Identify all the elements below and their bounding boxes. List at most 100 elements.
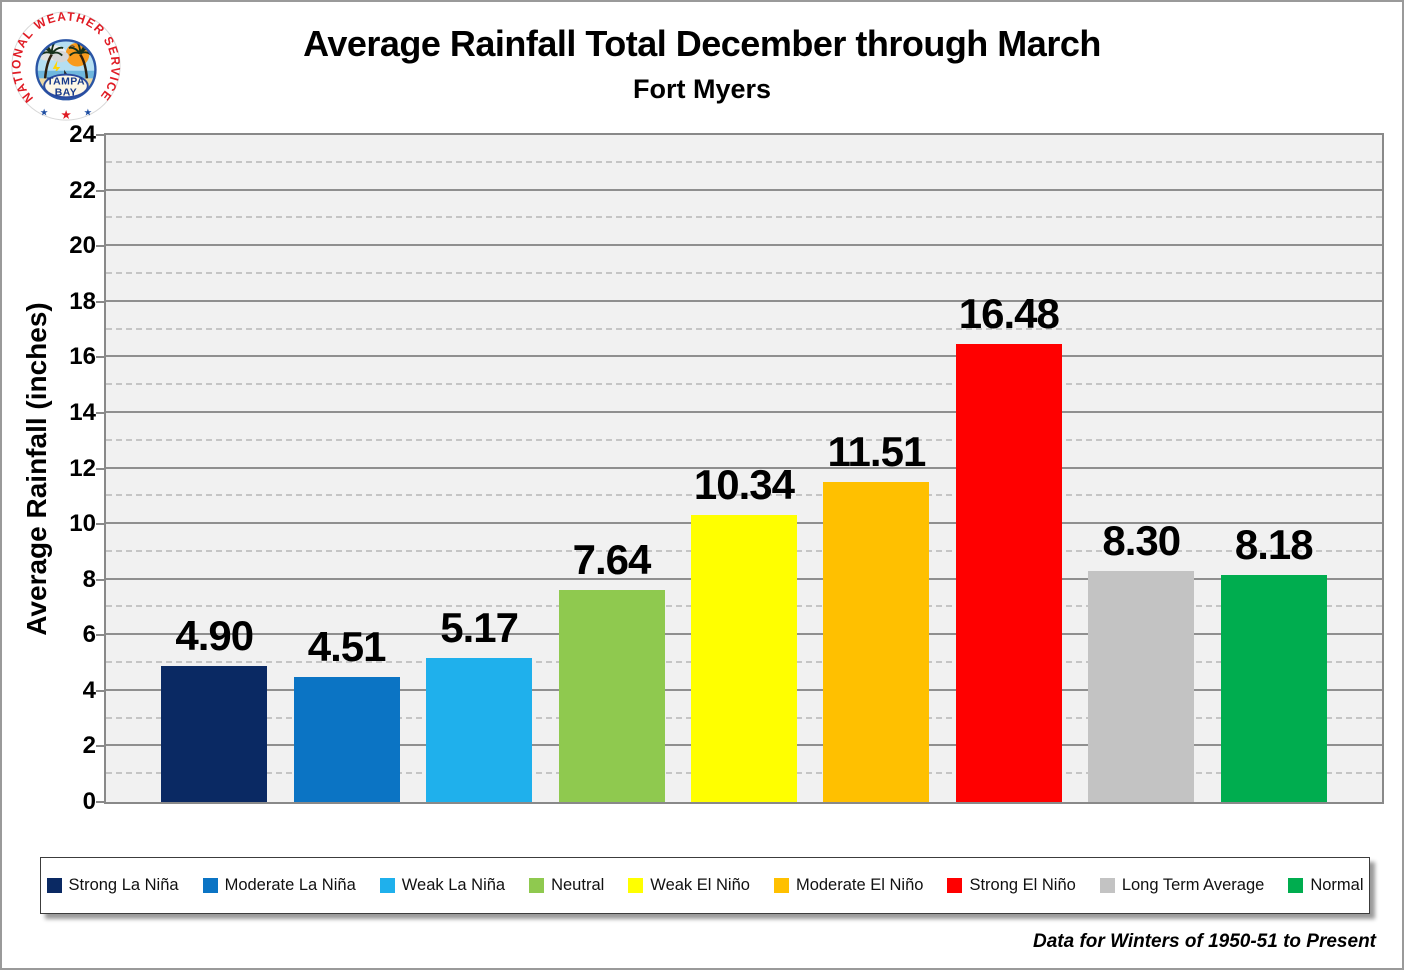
bar-value-label: 8.30 [1102, 517, 1181, 565]
bar-group: 7.64 [545, 135, 677, 802]
logo-city-line2: BAY [55, 87, 78, 98]
bar [691, 514, 797, 802]
bar-group: 8.30 [1075, 135, 1207, 802]
gridline [106, 327, 1382, 330]
y-axis-ticks: 0 2 4 6 8 10 12 14 16 18 20 22 24 [2, 123, 96, 814]
bar-value-label: 16.48 [958, 290, 1060, 337]
y-axis-tickmark [96, 356, 104, 359]
legend-label: Strong La Niña [68, 876, 179, 894]
legend-label: Normal [1310, 876, 1364, 894]
y-axis-tickmark [96, 745, 104, 748]
y-axis-tickmark [96, 300, 104, 303]
y-axis-tick-label: 2 [82, 732, 96, 760]
y-axis-tickmark [96, 467, 104, 470]
bar [558, 589, 665, 802]
y-axis-tick-label: 24 [69, 121, 96, 148]
y-axis-tickmark [96, 578, 104, 581]
legend-label: Neutral [551, 876, 605, 894]
lightning-icon [51, 60, 61, 78]
y-axis-tick-label: 20 [69, 232, 96, 260]
bar-group: 8.18 [1208, 135, 1340, 802]
bar-group: 4.51 [280, 135, 412, 802]
bar-value-label: 4.90 [175, 611, 254, 659]
legend-item: Strong La Niña [46, 876, 179, 895]
bar [955, 344, 1062, 802]
legend-swatch-icon [529, 878, 545, 893]
legend-label: Strong El Niño [969, 876, 1076, 894]
star-icon: ★ [60, 108, 71, 122]
gridline [106, 410, 1382, 413]
nws-tampa-bay-logo: NATIONAL WEATHER SERVICE [10, 9, 121, 122]
bar-group: 4.90 [148, 135, 280, 802]
legend-swatch-icon [773, 878, 789, 893]
legend-swatch-icon [1099, 878, 1115, 893]
gridline [106, 466, 1382, 469]
chart-title: Average Rainfall Total December through … [303, 23, 1101, 64]
legend-label: Weak El Niño [650, 876, 750, 894]
legend-swatch-icon [379, 878, 395, 893]
y-axis-tick-label: 6 [82, 621, 96, 649]
gridline [106, 355, 1382, 358]
y-axis-tickmark [96, 634, 104, 637]
y-axis-tickmark [96, 689, 104, 692]
bar [1220, 574, 1327, 802]
y-axis-tick-label: 10 [69, 510, 96, 538]
legend-item: Long Term Average [1099, 876, 1265, 895]
bar-value-label: 7.64 [572, 535, 652, 583]
bar [161, 665, 268, 802]
bar-value-label: 8.18 [1234, 520, 1314, 568]
bar-group: 11.51 [810, 135, 942, 802]
footer-note: Data for Winters of 1950-51 to Present [1033, 931, 1376, 952]
bar-group: 10.34 [678, 135, 810, 802]
y-axis-tickmark [96, 189, 104, 192]
gridline [106, 160, 1382, 163]
y-axis-tick-label: 18 [69, 287, 96, 315]
bar-value-label: 11.51 [827, 428, 927, 476]
y-axis-tick-label: 14 [69, 398, 96, 426]
legend-item: Normal [1288, 876, 1364, 895]
star-icon: ★ [40, 107, 49, 118]
legend-label: Moderate La Niña [224, 876, 356, 894]
chart-subtitle: Fort Myers [632, 74, 772, 104]
y-axis-tickmark [96, 801, 104, 803]
plot-area: 4.90 4.51 5.17 7.64 10.34 11.51 16.48 8.30 8.18 [96, 133, 1384, 804]
legend-item: Weak La Niña [379, 876, 506, 895]
star-icon: ★ [84, 107, 93, 118]
gridline [106, 244, 1382, 247]
gridline [106, 494, 1382, 497]
bar-value-label: 10.34 [693, 460, 795, 508]
bars: 4.90 4.51 5.17 7.64 10.34 11.51 16.48 8.30 8.18 [106, 135, 1382, 802]
bar-value-label: 4.51 [307, 622, 387, 670]
y-axis-tick-label: 22 [69, 176, 96, 204]
y-axis-tickmark [96, 134, 104, 136]
bar-group: 5.17 [413, 135, 545, 802]
legend-item: Moderate El Niño [773, 876, 923, 895]
legend-swatch-icon [46, 878, 62, 893]
gridline [106, 216, 1382, 219]
y-axis-tickmark [96, 411, 104, 414]
legend-label: Long Term Average [1121, 876, 1265, 894]
bar-group: 16.48 [943, 135, 1075, 802]
legend-label: Weak La Niña [401, 876, 506, 894]
bar-value-label: 5.17 [440, 604, 519, 652]
y-axis-tick-label: 8 [82, 565, 96, 593]
bar [823, 482, 930, 802]
gridline [106, 383, 1382, 386]
logo-city-oval [43, 73, 89, 99]
bar [293, 676, 400, 802]
gridline [106, 271, 1382, 274]
y-axis-tickmark [96, 245, 104, 248]
gridline [106, 438, 1382, 441]
y-axis-tick-label: 4 [82, 676, 96, 704]
legend-item: Strong El Niño [947, 876, 1076, 895]
legend-item: Neutral [529, 876, 604, 895]
legend-swatch-icon [1288, 878, 1304, 893]
y-axis-tick-label: 16 [69, 343, 96, 371]
gridline [106, 188, 1382, 191]
gridline [106, 299, 1382, 302]
bar [426, 658, 533, 802]
logo-inner-ring [35, 39, 97, 101]
legend-swatch-icon [628, 878, 644, 893]
legend-swatch-icon [202, 878, 218, 893]
